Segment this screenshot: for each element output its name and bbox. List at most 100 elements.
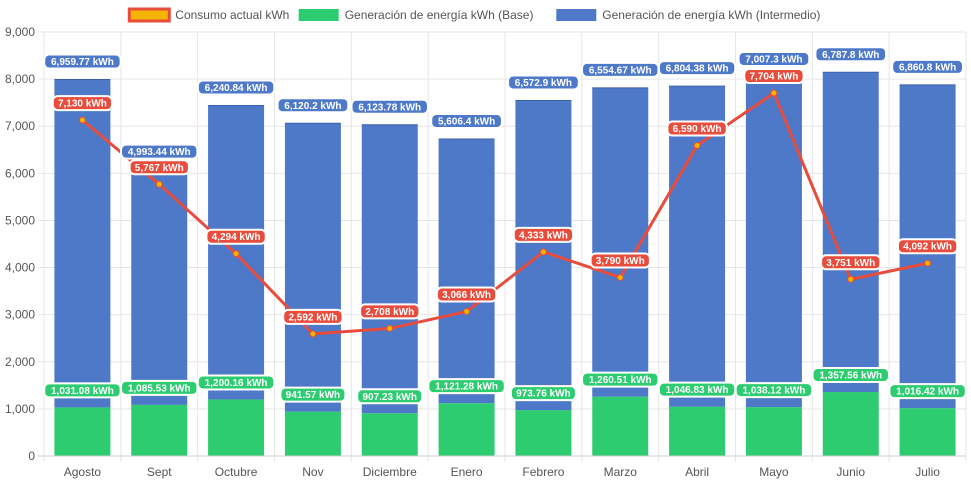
data-label-bg [512, 226, 575, 243]
data-label-text: 3,790 kWh [596, 256, 645, 267]
data-label-text: 4,092 kWh [903, 242, 952, 253]
data-label-bg [820, 254, 882, 271]
data-label-text: 6,787.8 kWh [822, 50, 879, 61]
intermedio-value-label-5: 5,606.4 kWh [430, 113, 503, 130]
consumo-value-label-4: 2,708 kWh [359, 303, 421, 320]
data-label-text: 3,751 kWh [826, 258, 875, 269]
legend-label: Generación de energía kWh (Intermedio) [602, 8, 820, 22]
bar-base-4 [361, 413, 418, 456]
bar-base-1 [131, 404, 188, 456]
data-label-bg [205, 228, 267, 245]
legend-item-1: Generación de energía kWh (Base) [298, 8, 534, 22]
base-value-label-0: 1,031.08 kWh [43, 382, 122, 399]
data-label-text: 4,294 kWh [212, 232, 261, 243]
base-value-label-10: 1,357.56 kWh [811, 367, 890, 384]
data-label-bg [276, 97, 350, 114]
bar-base-11 [899, 408, 956, 456]
bar-base-6 [515, 410, 572, 456]
data-label-bg [896, 238, 959, 255]
bar-base-5 [438, 403, 495, 456]
data-label-text: 1,046.83 kWh [666, 385, 729, 396]
x-tick-label: Agosto [64, 465, 102, 479]
consumo-point-3 [309, 330, 317, 338]
intermedio-value-label-3: 6,120.2 kWh [276, 97, 350, 114]
y-tick-label: 1,000 [5, 402, 35, 416]
y-tick-label: 3,000 [5, 308, 35, 322]
consumo-point-1 [155, 180, 163, 188]
bar-intermedio-7 [592, 87, 649, 397]
data-label-bg [120, 379, 199, 396]
data-label-bg [430, 113, 503, 130]
data-label-bg [589, 252, 651, 269]
data-label-bg [427, 378, 506, 395]
bar-base-7 [592, 396, 649, 456]
bar-intermedio-9 [745, 76, 802, 408]
bar-intermedio-5 [438, 139, 495, 404]
consumo-value-label-8: 6,590 kWh [666, 120, 728, 137]
data-label-bg [581, 371, 660, 388]
data-label-bg [350, 98, 429, 115]
data-label-text: 5,606.4 kWh [438, 117, 495, 128]
legend-item-0: Consumo actual kWh [127, 7, 289, 23]
data-label-text: 1,260.51 kWh [589, 375, 652, 386]
data-label-text: 7,130 kWh [58, 99, 107, 110]
data-label-text: 6,590 kWh [673, 124, 722, 135]
x-tick-label: Junio [836, 465, 865, 479]
x-tick-label: Marzo [604, 465, 638, 479]
consumo-point-7 [616, 273, 624, 281]
data-label-text: 1,357.56 kWh [819, 371, 882, 382]
data-label-text: 2,592 kWh [288, 312, 337, 323]
intermedio-value-label-9: 7,007.3 kWh [737, 50, 811, 67]
consumo-point-9 [770, 89, 778, 97]
data-label-text: 7,007.3 kWh [745, 54, 802, 65]
data-label-text: 907.23 kWh [363, 392, 417, 403]
intermedio-value-label-1: 4,993.44 kWh [120, 143, 199, 160]
data-label-text: 1,031.08 kWh [51, 386, 114, 397]
y-tick-label: 4,000 [5, 261, 35, 275]
consumo-point-5 [463, 308, 471, 316]
intermedio-value-label-6: 6,572.9 kWh [507, 74, 580, 91]
consumo-value-label-2: 4,294 kWh [205, 228, 267, 245]
data-label-bg [196, 79, 276, 96]
legend-label: Generación de energía kWh (Base) [345, 8, 534, 22]
base-value-label-3: 941.57 kWh [279, 386, 347, 403]
bar-base-9 [745, 407, 802, 456]
legend-label: Consumo actual kWh [175, 8, 289, 22]
base-value-label-5: 1,121.28 kWh [427, 378, 506, 395]
data-label-bg [120, 143, 199, 160]
base-value-label-11: 1,016.42 kWh [888, 383, 967, 400]
data-label-text: 941.57 kWh [286, 390, 340, 401]
data-label-bg [507, 74, 580, 91]
data-label-text: 3,066 kWh [442, 290, 491, 301]
data-label-bg [509, 385, 577, 402]
data-label-bg [435, 286, 498, 303]
x-tick-label: Octubre [215, 465, 258, 479]
data-label-text: 6,240.84 kWh [205, 83, 268, 94]
base-value-label-9: 1,038.12 kWh [734, 382, 814, 399]
bar-intermedio-1 [131, 169, 188, 405]
data-label-bg [282, 308, 344, 325]
intermedio-value-label-0: 6,959.77 kWh [43, 53, 122, 70]
y-tick-label: 7,000 [5, 119, 35, 133]
consumo-value-label-1: 5,767 kWh [128, 159, 190, 176]
bar-intermedio-8 [669, 86, 726, 407]
base-value-label-4: 907.23 kWh [356, 388, 424, 405]
data-label-text: 1,121.28 kWh [435, 382, 498, 393]
data-label-bg [891, 58, 964, 75]
data-label-bg [128, 159, 190, 176]
data-label-text: 6,860.8 kWh [899, 62, 956, 73]
intermedio-value-label-4: 6,123.78 kWh [350, 98, 429, 115]
consumo-value-label-6: 4,333 kWh [512, 226, 575, 243]
intermedio-value-label-8: 6,804.38 kWh [657, 60, 737, 77]
consumo-point-6 [539, 248, 547, 256]
base-value-label-2: 1,200.16 kWh [196, 374, 276, 391]
data-label-bg [743, 68, 805, 85]
data-label-bg [359, 303, 421, 320]
data-label-bg [51, 95, 114, 112]
x-tick-label: Enero [451, 465, 483, 479]
intermedio-value-label-10: 6,787.8 kWh [814, 46, 888, 63]
data-label-bg [734, 382, 814, 399]
data-label-text: 973.76 kWh [516, 389, 570, 400]
